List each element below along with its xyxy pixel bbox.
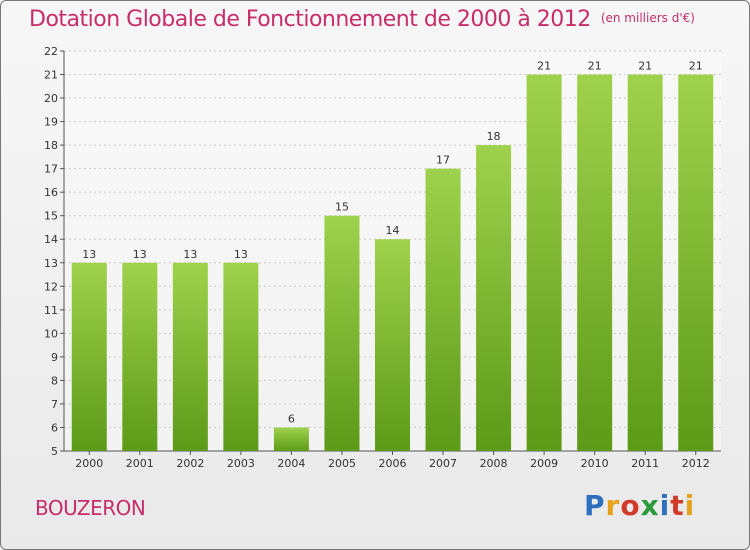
bar bbox=[324, 215, 360, 451]
bar bbox=[476, 145, 512, 451]
logo-letter: P bbox=[584, 489, 606, 522]
data-label: 21 bbox=[537, 60, 551, 73]
data-label: 21 bbox=[638, 60, 652, 73]
bar bbox=[526, 74, 562, 451]
y-tick-label: 6 bbox=[51, 421, 58, 434]
bar bbox=[678, 74, 714, 451]
commune-name: BOUZERON bbox=[35, 496, 146, 520]
y-tick-label: 16 bbox=[44, 186, 58, 199]
data-label: 13 bbox=[183, 248, 197, 261]
y-tick-label: 20 bbox=[44, 92, 58, 105]
y-tick-label: 18 bbox=[44, 139, 58, 152]
bar bbox=[425, 168, 461, 451]
x-tick-label: 2012 bbox=[682, 457, 710, 470]
x-tick-label: 2006 bbox=[379, 457, 407, 470]
bar bbox=[577, 74, 613, 451]
data-label: 21 bbox=[689, 60, 703, 73]
logo-letter: t bbox=[670, 489, 685, 522]
data-label: 13 bbox=[133, 248, 147, 261]
y-tick-label: 5 bbox=[51, 445, 58, 458]
bar bbox=[273, 427, 309, 451]
proxiti-logo: Proxiti bbox=[584, 489, 695, 522]
bar bbox=[71, 262, 107, 451]
data-label: 14 bbox=[386, 224, 400, 237]
data-label: 6 bbox=[288, 412, 295, 425]
bar bbox=[122, 262, 158, 451]
x-tick-label: 2003 bbox=[227, 457, 255, 470]
x-tick-label: 2004 bbox=[277, 457, 305, 470]
bar bbox=[172, 262, 208, 451]
logo-letter: r bbox=[605, 489, 621, 522]
y-tick-label: 22 bbox=[44, 45, 58, 58]
x-tick-label: 2005 bbox=[328, 457, 356, 470]
x-tick-label: 2007 bbox=[429, 457, 457, 470]
x-tick-label: 2009 bbox=[530, 457, 558, 470]
y-tick-label: 7 bbox=[51, 398, 58, 411]
y-tick-label: 9 bbox=[51, 351, 58, 364]
chart-title-text: Dotation Globale de Fonctionnement de 20… bbox=[29, 7, 591, 32]
x-tick-label: 2008 bbox=[480, 457, 508, 470]
y-tick-label: 12 bbox=[44, 280, 58, 293]
y-tick-label: 19 bbox=[44, 116, 58, 129]
logo-letter: i bbox=[659, 489, 671, 522]
x-tick-label: 2011 bbox=[631, 457, 659, 470]
y-tick-label: 17 bbox=[44, 163, 58, 176]
data-label: 15 bbox=[335, 201, 349, 214]
y-tick-label: 14 bbox=[44, 233, 58, 246]
y-tick-label: 13 bbox=[44, 257, 58, 270]
x-tick-label: 2010 bbox=[581, 457, 609, 470]
y-tick-label: 11 bbox=[44, 304, 58, 317]
data-label: 17 bbox=[436, 154, 450, 167]
y-tick-label: 21 bbox=[44, 69, 58, 82]
data-label: 21 bbox=[588, 60, 602, 73]
y-tick-label: 8 bbox=[51, 374, 58, 387]
data-label: 13 bbox=[82, 248, 96, 261]
bar bbox=[627, 74, 663, 451]
y-tick-label: 15 bbox=[44, 210, 58, 223]
x-tick-label: 2002 bbox=[176, 457, 204, 470]
logo-letter: x bbox=[640, 489, 660, 522]
chart-title: Dotation Globale de Fonctionnement de 20… bbox=[29, 7, 695, 32]
y-tick-label: 10 bbox=[44, 327, 58, 340]
data-label: 13 bbox=[234, 248, 248, 261]
logo-letter: o bbox=[620, 489, 641, 522]
x-tick-label: 2001 bbox=[126, 457, 154, 470]
bar bbox=[223, 262, 259, 451]
chart-subtitle: (en milliers d'€) bbox=[600, 11, 695, 25]
x-tick-label: 2000 bbox=[75, 457, 103, 470]
logo-letter: i bbox=[684, 489, 696, 522]
bar bbox=[375, 239, 410, 451]
data-label: 18 bbox=[487, 130, 501, 143]
